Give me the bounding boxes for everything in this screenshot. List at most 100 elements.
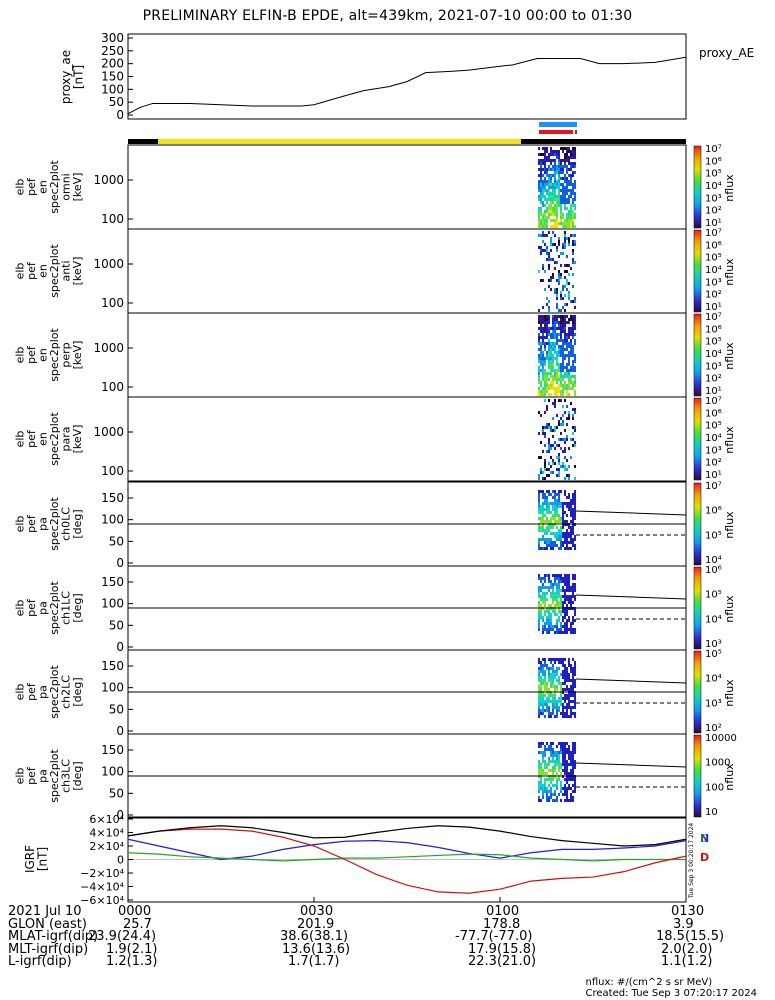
loss-cone-solid: [575, 594, 687, 600]
spectrogram-pixel: [564, 673, 566, 676]
spectrogram-pixel: [572, 751, 574, 754]
spectrogram-pixel: [570, 760, 572, 763]
energy-panel-frame: [127, 144, 687, 230]
spectrogram-pixel: [550, 192, 552, 195]
spectrogram-pixel: [562, 321, 564, 324]
energy-ylabel-0-line-4: omni: [59, 173, 72, 200]
pa-cb-1-tick: 10⁴: [705, 614, 722, 625]
spectrogram-pixel: [556, 456, 558, 459]
spectrogram-pixel: [566, 336, 568, 339]
spectrogram-pixel: [540, 769, 542, 772]
spectrogram-pixel: [564, 270, 566, 273]
spectrogram-pixel: [572, 526, 574, 529]
spectrogram-pixel: [552, 366, 554, 369]
spectrogram-pixel: [538, 577, 540, 580]
spectrogram-pixel: [540, 357, 542, 360]
spectrogram-pixel: [554, 751, 556, 754]
spectrogram-pixel: [558, 778, 560, 781]
spectrogram-pixel: [570, 195, 572, 198]
spectrogram-pixel: [542, 249, 544, 252]
spectrogram-pixel: [554, 159, 556, 162]
spectrogram-pixel: [548, 673, 550, 676]
spectrogram-pixel: [550, 742, 552, 745]
spectrogram-pixel: [550, 682, 552, 685]
spectrogram-pixel: [550, 159, 552, 162]
spectrogram-pixel: [556, 393, 558, 396]
spectrogram-pixel: [544, 703, 546, 706]
spectrogram-pixel: [540, 682, 542, 685]
spectrogram-pixel: [538, 336, 540, 339]
spectrogram-pixel: [568, 697, 570, 700]
spectrogram-pixel: [538, 760, 540, 763]
spectrogram-pixel: [538, 321, 540, 324]
spectrogram-pixel: [572, 363, 574, 366]
en-cb-0-tick: 10⁷: [705, 144, 722, 155]
spectrogram-pixel: [550, 183, 552, 186]
spectrogram-pixel: [550, 586, 552, 589]
spectrogram-pixel: [554, 574, 556, 577]
spectrogram-pixel: [560, 502, 562, 505]
spectrogram-pixel: [568, 327, 570, 330]
spectrogram-pixel: [554, 499, 556, 502]
spectrogram-pixel: [540, 598, 542, 601]
spectrogram-pixel: [550, 363, 552, 366]
spectrogram-pixel: [542, 363, 544, 366]
spectrogram-pixel: [544, 694, 546, 697]
spectrogram-pixel: [554, 706, 556, 709]
spectrogram-pixel: [554, 375, 556, 378]
spectrogram-pixel: [540, 363, 542, 366]
spectrogram-pixel: [562, 601, 564, 604]
pa-ylabel-2-line-5: [deg]: [71, 677, 84, 706]
spectrogram-pixel: [572, 583, 574, 586]
spectrogram-pixel: [538, 375, 540, 378]
spectrogram-pixel: [572, 387, 574, 390]
spectrogram-pixel: [572, 520, 574, 523]
spectrogram-pixel: [558, 165, 560, 168]
spectrogram-pixel: [568, 754, 570, 757]
spectrogram-pixel: [542, 147, 544, 150]
spectrogram-pixel: [562, 631, 564, 634]
spectrogram-pixel: [544, 462, 546, 465]
spectrogram-pixel: [542, 496, 544, 499]
pa-cb-0-tick: 10⁵: [705, 530, 722, 541]
spectrogram-pixel: [570, 177, 572, 180]
spectrogram-pixel: [570, 375, 572, 378]
spectrogram-pixel: [562, 604, 564, 607]
spectrogram-pixel: [560, 339, 562, 342]
spectrogram-pixel: [558, 766, 560, 769]
spectrogram-pixel: [548, 342, 550, 345]
spectrogram-pixel: [548, 700, 550, 703]
pa-ylabel-3-line-1: pef: [25, 766, 38, 785]
spectrogram-pixel: [542, 321, 544, 324]
spectrogram-pixel: [540, 799, 542, 802]
spectrogram-pixel: [554, 165, 556, 168]
spectrogram-pixel: [550, 760, 552, 763]
spectrogram-pixel: [564, 333, 566, 336]
spectrogram-pixel: [538, 315, 540, 318]
spectrogram-pixel: [540, 712, 542, 715]
spectrogram-pixel: [538, 667, 540, 670]
spectrogram-pixel: [546, 796, 548, 799]
spectrogram-pixel: [552, 318, 554, 321]
spectrogram-pixel: [548, 769, 550, 772]
spectrogram-pixel: [564, 712, 566, 715]
spectrogram-pixel: [560, 688, 562, 691]
spectrogram-pixel: [558, 520, 560, 523]
plot-title: PRELIMINARY ELFIN-B EPDE, alt=439km, 202…: [142, 8, 633, 24]
spectrogram-pixel: [552, 547, 554, 550]
spectrogram-pixel: [552, 712, 554, 715]
spectrogram-pixel: [572, 156, 574, 159]
spectrogram-pixel: [570, 631, 572, 634]
spectrogram-pixel: [556, 688, 558, 691]
spectrogram-pixel: [562, 577, 564, 580]
igrf-tick-label: 2×10⁴: [89, 840, 124, 853]
spectrogram-pixel: [556, 574, 558, 577]
spectrogram-pixel: [572, 745, 574, 748]
pa-ylabel-2-line-3: spec2plot: [48, 665, 61, 719]
spectrogram-pixel: [538, 589, 540, 592]
spectrogram-pixel: [570, 222, 572, 225]
spectrogram-pixel: [554, 222, 556, 225]
spectrogram-pixel: [542, 327, 544, 330]
spectrogram-pixel: [574, 318, 576, 321]
spectrogram-pixel: [552, 799, 554, 802]
